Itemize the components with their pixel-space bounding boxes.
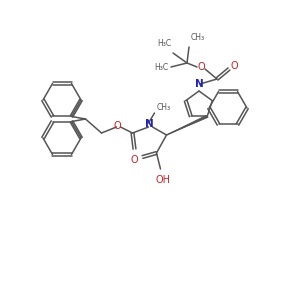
Text: O: O — [197, 62, 205, 72]
Text: OH: OH — [155, 175, 170, 185]
Text: N: N — [195, 79, 203, 89]
Polygon shape — [167, 115, 208, 135]
Text: O: O — [131, 155, 138, 165]
Text: N: N — [145, 119, 154, 129]
Text: O: O — [230, 61, 238, 71]
Text: H₃C: H₃C — [154, 62, 168, 71]
Text: H₃C: H₃C — [157, 39, 171, 48]
Text: CH₃: CH₃ — [191, 33, 205, 42]
Text: O: O — [114, 121, 121, 131]
Text: CH₃: CH₃ — [157, 103, 171, 112]
